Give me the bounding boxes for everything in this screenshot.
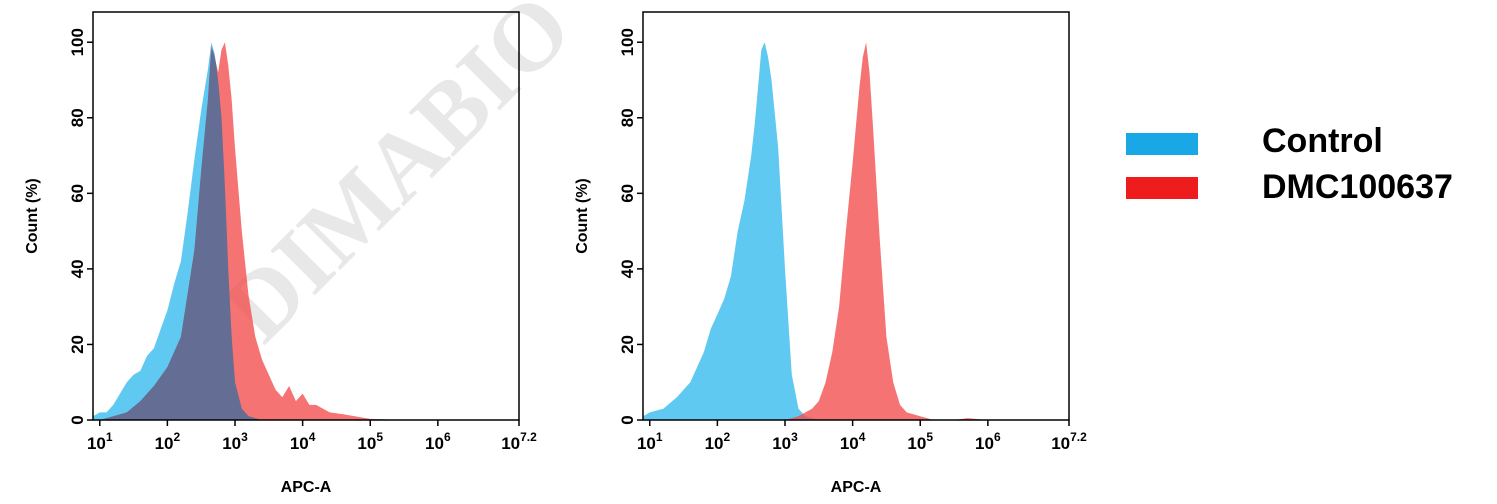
legend-swatch-control	[1126, 133, 1198, 155]
histogram-panel-right: 0 20 40 60 80 100 101 102 103 104 105 106 107.2 APC-A…	[574, 11, 1087, 496]
x-tick-label: 105	[357, 430, 383, 453]
legend-label-control: Control	[1262, 122, 1383, 160]
histogram-area-dmc100637	[643, 42, 1069, 420]
y-tick-label: 0	[68, 415, 87, 424]
watermark-text: DIMABIO	[203, 0, 592, 361]
x-tick-label: 101	[87, 430, 113, 453]
x-tick-label: 104	[290, 430, 316, 453]
y-tick-label: 100	[618, 28, 637, 56]
x-axis-title: APC-A	[281, 479, 332, 496]
y-tick-label: 60	[618, 184, 637, 203]
histogram-overlap-area	[93, 48, 303, 421]
x-tick-label: 102	[155, 430, 181, 453]
plot-frame	[92, 11, 520, 421]
x-tick-label: 106	[975, 430, 1001, 453]
x-tick-label: 101	[637, 430, 663, 453]
histogram-panel-left: 0 20 40 60 80 100 101 102 103 104 105 106 107.2 APC-A…	[24, 11, 537, 496]
y-tick-label: 60	[68, 184, 87, 203]
y-axis-title: Count (%)	[574, 178, 591, 254]
x-tick-label: 103	[772, 430, 798, 453]
histogram-area-control	[643, 42, 1069, 420]
legend-label-dmc100637: DMC100637	[1262, 168, 1453, 206]
x-tick-label: 102	[705, 430, 731, 453]
y-tick-label: 20	[618, 335, 637, 354]
x-tick-label: 103	[222, 430, 248, 453]
y-tick-label: 80	[68, 108, 87, 127]
y-tick-label: 40	[68, 259, 87, 278]
x-tick-label: 106	[425, 430, 451, 453]
y-tick-label: 20	[68, 335, 87, 354]
x-tick-label: 107.2	[1051, 430, 1087, 453]
y-tick-label: 80	[618, 108, 637, 127]
plot-frame	[642, 11, 1070, 421]
y-tick-label: 0	[618, 415, 637, 424]
x-tick-label: 104	[840, 430, 866, 453]
y-tick-label: 40	[618, 259, 637, 278]
y-tick-label: 100	[68, 28, 87, 56]
y-axis-title: Count (%)	[24, 178, 41, 254]
legend-swatch-dmc100637	[1126, 177, 1198, 199]
legend: Control DMC100637	[1126, 122, 1453, 206]
x-tick-label: 105	[907, 430, 933, 453]
x-axis-title: APC-A	[831, 479, 882, 496]
x-tick-label: 107.2	[501, 430, 537, 453]
